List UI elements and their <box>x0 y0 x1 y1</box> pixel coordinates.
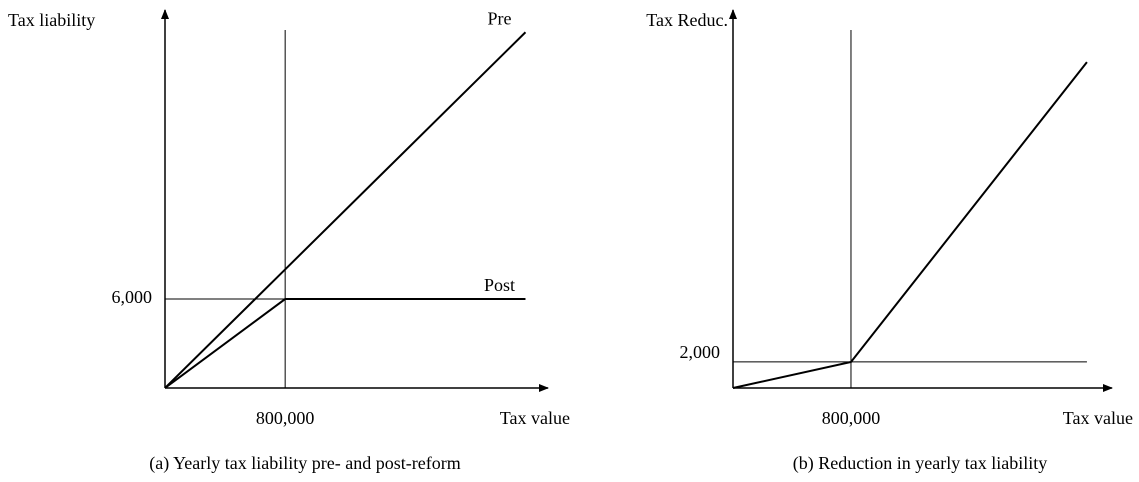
y-tick-label: 2,000 <box>680 342 721 362</box>
y-tick-label: 6,000 <box>112 287 153 307</box>
series-label: Pre <box>487 8 511 28</box>
caption: (b) Reduction in yearly tax liability <box>793 453 1047 474</box>
x-tick-label: 800,000 <box>256 408 315 428</box>
caption: (a) Yearly tax liability pre- and post-r… <box>149 453 460 474</box>
series-line <box>164 298 526 389</box>
x-axis-label: Tax value <box>500 408 570 428</box>
y-axis-label: Tax Reduc. <box>646 10 728 30</box>
x-axis-label: Tax value <box>1063 408 1133 428</box>
series-line <box>732 61 1088 389</box>
series-label: Post <box>484 275 515 295</box>
series-line <box>164 31 527 389</box>
y-axis-label: Tax liability <box>8 10 95 30</box>
x-tick-label: 800,000 <box>822 408 881 428</box>
